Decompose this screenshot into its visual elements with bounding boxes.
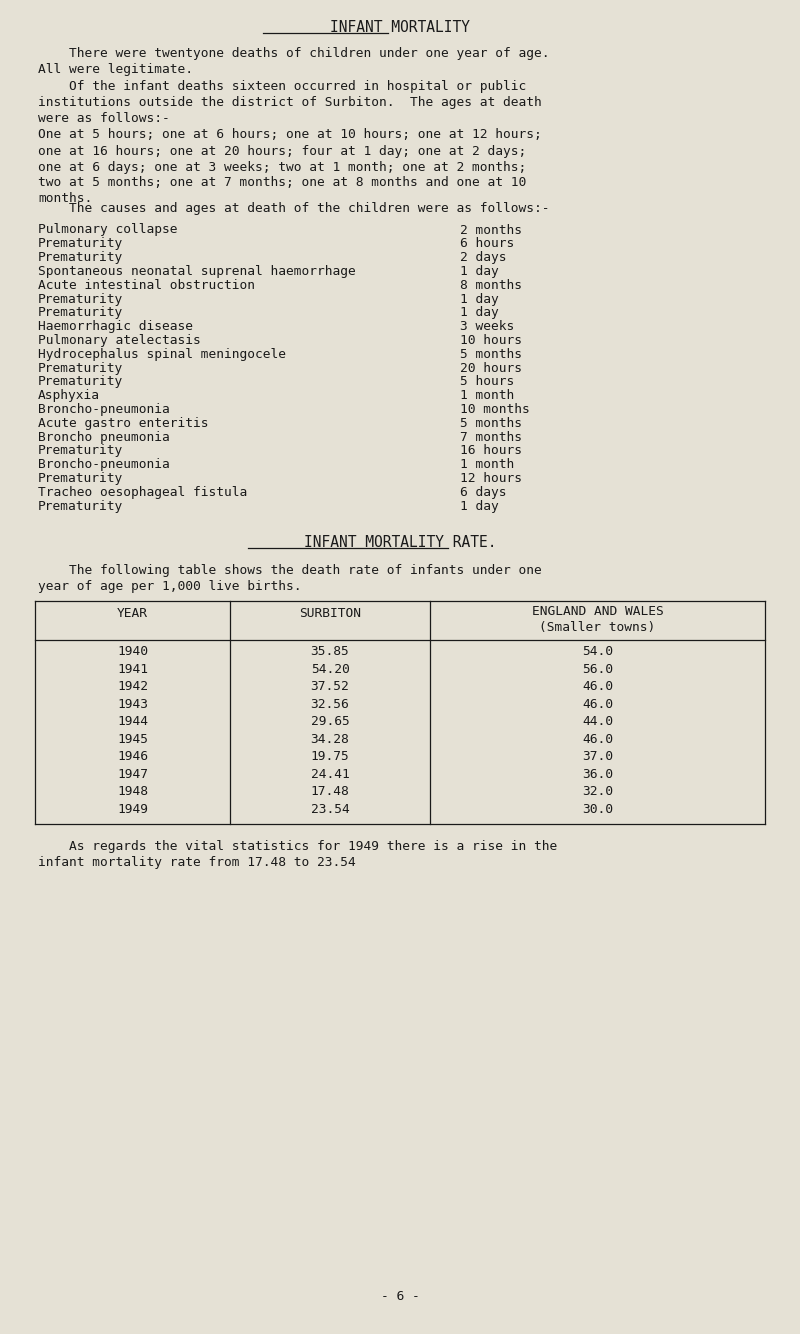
Text: 44.0: 44.0 bbox=[582, 715, 613, 728]
Text: 1941: 1941 bbox=[117, 663, 148, 676]
Text: 1945: 1945 bbox=[117, 732, 148, 746]
Text: Tracheo oesophageal fistula: Tracheo oesophageal fistula bbox=[38, 486, 247, 499]
Text: Broncho-pneumonia: Broncho-pneumonia bbox=[38, 458, 170, 471]
Text: 1 day: 1 day bbox=[460, 265, 498, 277]
Text: 17.48: 17.48 bbox=[310, 786, 350, 798]
Text: 1 day: 1 day bbox=[460, 292, 498, 305]
Text: 1947: 1947 bbox=[117, 768, 148, 780]
Text: 32.0: 32.0 bbox=[582, 786, 613, 798]
Text: Prematurity: Prematurity bbox=[38, 499, 123, 512]
Text: There were twentyone deaths of children under one year of age.
All were legitima: There were twentyone deaths of children … bbox=[38, 47, 550, 76]
Text: 37.0: 37.0 bbox=[582, 750, 613, 763]
Text: 1943: 1943 bbox=[117, 698, 148, 711]
Text: Prematurity: Prematurity bbox=[38, 444, 123, 458]
Text: Prematurity: Prematurity bbox=[38, 307, 123, 319]
Text: 1 month: 1 month bbox=[460, 458, 514, 471]
Text: 1944: 1944 bbox=[117, 715, 148, 728]
Text: 54.0: 54.0 bbox=[582, 646, 613, 658]
Text: - 6 -: - 6 - bbox=[381, 1290, 419, 1303]
Text: 5 hours: 5 hours bbox=[460, 375, 514, 388]
Text: 37.52: 37.52 bbox=[310, 680, 350, 694]
Text: The causes and ages at death of the children were as follows:-: The causes and ages at death of the chil… bbox=[38, 201, 550, 215]
Text: 23.54: 23.54 bbox=[310, 803, 350, 816]
Text: Of the infant deaths sixteen occurred in hospital or public
institutions outside: Of the infant deaths sixteen occurred in… bbox=[38, 80, 542, 125]
Text: Broncho-pneumonia: Broncho-pneumonia bbox=[38, 403, 170, 416]
Text: 46.0: 46.0 bbox=[582, 698, 613, 711]
Text: 6 hours: 6 hours bbox=[460, 237, 514, 251]
Text: Prematurity: Prematurity bbox=[38, 362, 123, 375]
Text: 56.0: 56.0 bbox=[582, 663, 613, 676]
Text: 7 months: 7 months bbox=[460, 431, 522, 443]
Text: As regards the vital statistics for 1949 there is a rise in the
infant mortality: As regards the vital statistics for 1949… bbox=[38, 840, 558, 870]
Text: 2 months: 2 months bbox=[460, 224, 522, 236]
Text: 6 days: 6 days bbox=[460, 486, 506, 499]
Text: 1949: 1949 bbox=[117, 803, 148, 816]
Text: Spontaneous neonatal suprenal haemorrhage: Spontaneous neonatal suprenal haemorrhag… bbox=[38, 265, 356, 277]
Text: YEAR: YEAR bbox=[117, 607, 148, 620]
Text: 1946: 1946 bbox=[117, 750, 148, 763]
Text: 1 day: 1 day bbox=[460, 307, 498, 319]
Text: 16 hours: 16 hours bbox=[460, 444, 522, 458]
Text: SURBITON: SURBITON bbox=[299, 607, 361, 620]
Text: 5 months: 5 months bbox=[460, 348, 522, 360]
Text: 1 day: 1 day bbox=[460, 499, 498, 512]
Text: One at 5 hours; one at 6 hours; one at 10 hours; one at 12 hours;
one at 16 hour: One at 5 hours; one at 6 hours; one at 1… bbox=[38, 128, 542, 205]
Text: 36.0: 36.0 bbox=[582, 768, 613, 780]
Text: 19.75: 19.75 bbox=[310, 750, 350, 763]
Text: 54.20: 54.20 bbox=[310, 663, 350, 676]
Text: The following table shows the death rate of infants under one
year of age per 1,: The following table shows the death rate… bbox=[38, 564, 542, 594]
Text: Hydrocephalus spinal meningocele: Hydrocephalus spinal meningocele bbox=[38, 348, 286, 360]
Text: Prematurity: Prematurity bbox=[38, 375, 123, 388]
Text: Pulmonary atelectasis: Pulmonary atelectasis bbox=[38, 334, 201, 347]
Text: 1940: 1940 bbox=[117, 646, 148, 658]
Text: Prematurity: Prematurity bbox=[38, 292, 123, 305]
Text: 1948: 1948 bbox=[117, 786, 148, 798]
Text: INFANT MORTALITY RATE.: INFANT MORTALITY RATE. bbox=[304, 535, 496, 551]
Text: 2 days: 2 days bbox=[460, 251, 506, 264]
Text: 46.0: 46.0 bbox=[582, 680, 613, 694]
Text: Prematurity: Prematurity bbox=[38, 237, 123, 251]
Text: Asphyxia: Asphyxia bbox=[38, 390, 100, 402]
Text: Acute intestinal obstruction: Acute intestinal obstruction bbox=[38, 279, 255, 292]
Text: 24.41: 24.41 bbox=[310, 768, 350, 780]
Text: 20 hours: 20 hours bbox=[460, 362, 522, 375]
Text: 29.65: 29.65 bbox=[310, 715, 350, 728]
Text: 8 months: 8 months bbox=[460, 279, 522, 292]
Text: 10 months: 10 months bbox=[460, 403, 530, 416]
Text: 12 hours: 12 hours bbox=[460, 472, 522, 484]
Text: 1 month: 1 month bbox=[460, 390, 514, 402]
Text: 46.0: 46.0 bbox=[582, 732, 613, 746]
Text: 32.56: 32.56 bbox=[310, 698, 350, 711]
Text: Acute gastro enteritis: Acute gastro enteritis bbox=[38, 416, 209, 430]
Text: 30.0: 30.0 bbox=[582, 803, 613, 816]
Text: INFANT MORTALITY: INFANT MORTALITY bbox=[330, 20, 470, 35]
Text: Pulmonary collapse: Pulmonary collapse bbox=[38, 224, 178, 236]
Text: Haemorrhagic disease: Haemorrhagic disease bbox=[38, 320, 193, 334]
Text: Prematurity: Prematurity bbox=[38, 251, 123, 264]
Text: Prematurity: Prematurity bbox=[38, 472, 123, 484]
Text: 1942: 1942 bbox=[117, 680, 148, 694]
Text: 35.85: 35.85 bbox=[310, 646, 350, 658]
Text: 10 hours: 10 hours bbox=[460, 334, 522, 347]
Text: Broncho pneumonia: Broncho pneumonia bbox=[38, 431, 170, 443]
Text: 3 weeks: 3 weeks bbox=[460, 320, 514, 334]
Text: 34.28: 34.28 bbox=[310, 732, 350, 746]
Text: ENGLAND AND WALES
(Smaller towns): ENGLAND AND WALES (Smaller towns) bbox=[532, 606, 663, 634]
Text: 5 months: 5 months bbox=[460, 416, 522, 430]
